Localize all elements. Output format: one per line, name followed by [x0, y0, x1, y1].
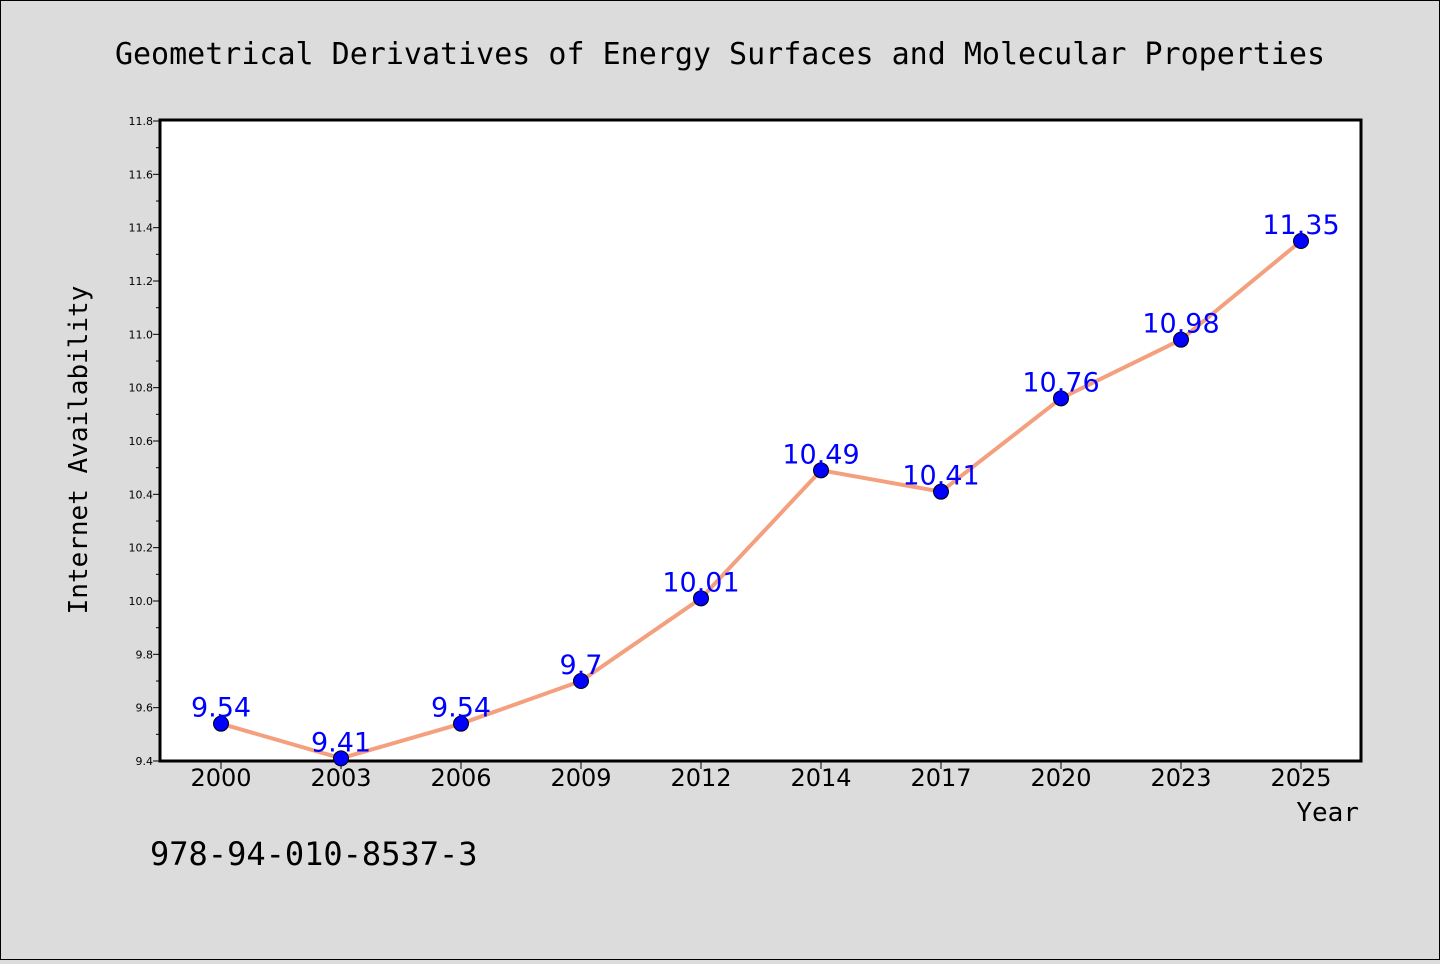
data-point [693, 590, 709, 607]
y-tick-label: 10.2 [129, 542, 154, 555]
y-tick-label: 9.8 [136, 648, 154, 661]
x-tick-label: 2025 [1270, 764, 1331, 792]
x-tick-label: 2012 [670, 764, 731, 792]
y-tick-label: 10.6 [129, 435, 154, 448]
y-tick-label: 11.4 [129, 222, 154, 235]
data-label: 10.49 [782, 439, 859, 470]
y-axis: 9.4 9.6 9.8 10.0 10.2 10.4 10.6 10.8 11.0 11.2 11.… [129, 115, 161, 768]
plot-area [158, 118, 1363, 763]
x-tick-label: 2003 [310, 764, 371, 792]
data-label: 11.35 [1262, 210, 1339, 241]
y-tick-label: 11.6 [129, 168, 154, 181]
x-tick-label: 2017 [910, 764, 971, 792]
data-label: 9.7 [560, 650, 603, 681]
y-tick-label: 11.2 [129, 275, 154, 288]
x-axis: 2000 2003 2006 2009 2012 2014 2017 2020 2023 2025 [190, 761, 1332, 792]
y-axis-label: Internet Availability [64, 286, 94, 615]
y-tick-label: 9.4 [136, 755, 154, 768]
x-tick-label: 2009 [550, 764, 611, 792]
y-tick-label: 10.0 [129, 595, 154, 608]
data-point [1293, 233, 1309, 249]
data-point [1173, 331, 1189, 348]
data-point [453, 715, 469, 732]
data-point [213, 715, 229, 732]
data-label: 10.76 [1022, 367, 1099, 398]
data-label: 10.41 [902, 461, 979, 492]
chart-title: Geometrical Derivatives of Energy Surfac… [115, 37, 1325, 72]
data-point [333, 750, 349, 767]
data-label: 9.54 [431, 693, 491, 724]
footnote: 978-94-010-8537-3 [150, 835, 478, 873]
data-label: 9.54 [191, 693, 251, 724]
y-tick-label: 10.8 [129, 382, 154, 395]
x-tick-label: 2020 [1030, 764, 1091, 792]
y-tick-label: 9.6 [136, 702, 154, 715]
x-tick-label: 2014 [790, 764, 851, 792]
y-tick-label: 11.8 [129, 115, 154, 128]
data-markers [213, 233, 1309, 767]
data-label: 10.98 [1142, 309, 1219, 340]
series-line [220, 239, 1303, 761]
x-axis-label: Year [1296, 798, 1359, 828]
x-tick-label: 2006 [430, 764, 491, 792]
data-label: 10.01 [662, 567, 739, 598]
data-point [933, 483, 949, 500]
y-tick-label: 10.4 [129, 488, 154, 501]
y-tick-label: 11.0 [129, 328, 154, 341]
data-point [1053, 390, 1069, 407]
data-labels: 9.54 9.41 9.54 9.7 10.01 10.49 10.41 10.76 10.98… [191, 210, 1340, 758]
data-label: 9.41 [311, 727, 371, 758]
data-point [573, 673, 589, 689]
data-point [813, 462, 829, 479]
x-tick-label: 2000 [190, 764, 251, 792]
x-tick-label: 2023 [1150, 764, 1211, 792]
